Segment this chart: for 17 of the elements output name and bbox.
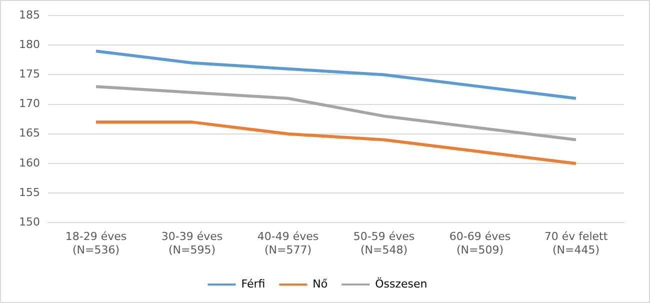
y-tick-label: 155 xyxy=(18,186,40,199)
y-tick-label: 160 xyxy=(18,156,40,170)
x-tick-label: 18-29 éves (N=536) xyxy=(65,230,127,256)
y-tick-label: 180 xyxy=(18,38,40,52)
y-tick-label: 170 xyxy=(18,97,40,110)
x-tick-label: 40-49 éves (N=577) xyxy=(257,230,319,256)
legend-label: Férfi xyxy=(241,277,266,290)
y-tick-label: 175 xyxy=(18,68,40,81)
x-tick-label: 60-69 éves (N=509) xyxy=(449,230,511,256)
legend-label: Összesen xyxy=(375,276,428,290)
legend-label: Nő xyxy=(312,277,328,290)
x-tick-label: 70 év felett (N=445) xyxy=(544,230,608,256)
x-tick-label: 50-59 éves (N=548) xyxy=(353,230,415,256)
x-tick-label: 30-39 éves (N=595) xyxy=(161,230,223,256)
y-tick-label: 165 xyxy=(18,126,40,140)
y-tick-label: 185 xyxy=(18,8,40,22)
y-tick-label: 150 xyxy=(18,215,40,228)
